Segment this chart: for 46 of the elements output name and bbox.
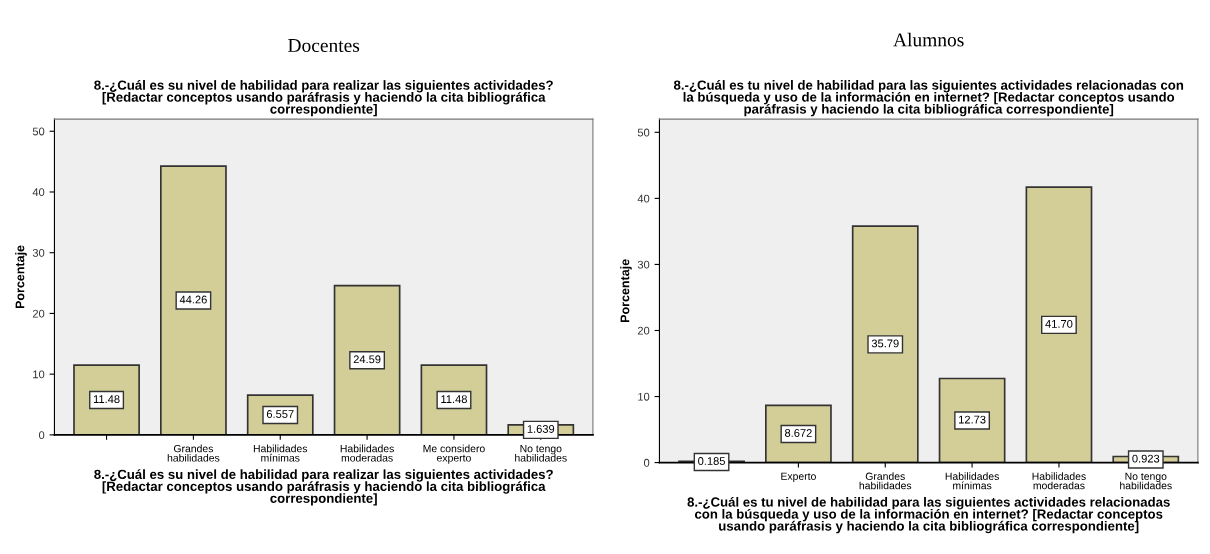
y-axis-title: Porcentaje [620,259,632,322]
x-tick-label: Habilidades mínimas [253,444,308,462]
data-label: 6.557 [266,410,294,418]
bar [160,165,227,435]
x-tick-label: No tengo habilidades [1120,472,1172,490]
data-label: 1.639 [527,425,555,433]
data-label: 0.923 [1132,454,1160,463]
data-label: 11.48 [93,395,120,404]
y-tick-label: 20 [637,326,650,335]
y-tick-label: 0 [38,431,45,440]
chart-title: Docentes [288,39,360,52]
chart-subtitle: 8.-¿Cuál es tu nivel de habilidad para las siguientes actividades relacionadas con la búsqueda y uso de la información en internet? [Redactar conceptos usando paráfrasis y haciendo la cita bibliográfica correspondiente] [673,79,1184,117]
data-label: 35.79 [871,339,899,348]
y-tick-label: 50 [637,128,650,137]
data-label: 0.185 [698,457,725,465]
data-label: 44.26 [179,295,207,304]
x-tick-label: Habilidades mínimas [945,472,999,490]
x-axis-title: 8.-¿Cuál es su nivel de habilidad para realizar las siguientes actividades? [Redactar conceptos usando paráfrasis y haciendo la cita bibliográfica correspondiente] [94,469,553,506]
y-tick-label: 40 [32,188,45,197]
data-label: 8.672 [784,429,812,437]
y-axis-title: Porcentaje [15,245,27,309]
y-tick-label: 50 [32,127,45,136]
y-tick-label: 0 [643,458,650,467]
x-tick-label: No tengo habilidades [515,444,567,462]
y-tick-label: 30 [637,260,650,269]
x-axis-title: 8.-¿Cuál es tu nivel de habilidad para las siguientes actividades relacionadas con la búsqueda y uso de la información en internet? [Redactar conceptos usando paráfrasis y haciendo la cita bibliográfica correspondiente] [687,496,1170,534]
data-label: 11.48 [441,395,467,404]
x-tick-label: Habilidades moderadas [1032,472,1086,490]
y-tick-label: 30 [32,248,45,257]
chart-subtitle: 8.-¿Cuál es su nivel de habilidad para realizar las siguientes actividades? [Redactar conceptos usando paráfrasis y haciendo la cita bibliográfica correspondiente] [94,80,553,117]
x-tick-label: Grandes habilidades [167,444,220,462]
data-label: 12.73 [959,415,986,424]
x-tick-label: Me considero experto [423,444,485,464]
x-tick-label: Experto [781,472,816,483]
data-label: 41.70 [1045,319,1073,328]
y-tick-label: 10 [33,370,45,379]
x-tick-label: Grandes habilidades [859,472,912,490]
y-tick-label: 20 [32,309,45,318]
y-tick-label: 10 [638,392,650,401]
y-tick-label: 40 [637,194,650,203]
bar [333,284,401,435]
data-label: 24.59 [353,355,381,364]
bar [851,225,919,463]
bar [1025,186,1093,463]
chart-title: Alumnos [893,32,964,47]
x-tick-label: Habilidades moderadas [340,444,394,462]
